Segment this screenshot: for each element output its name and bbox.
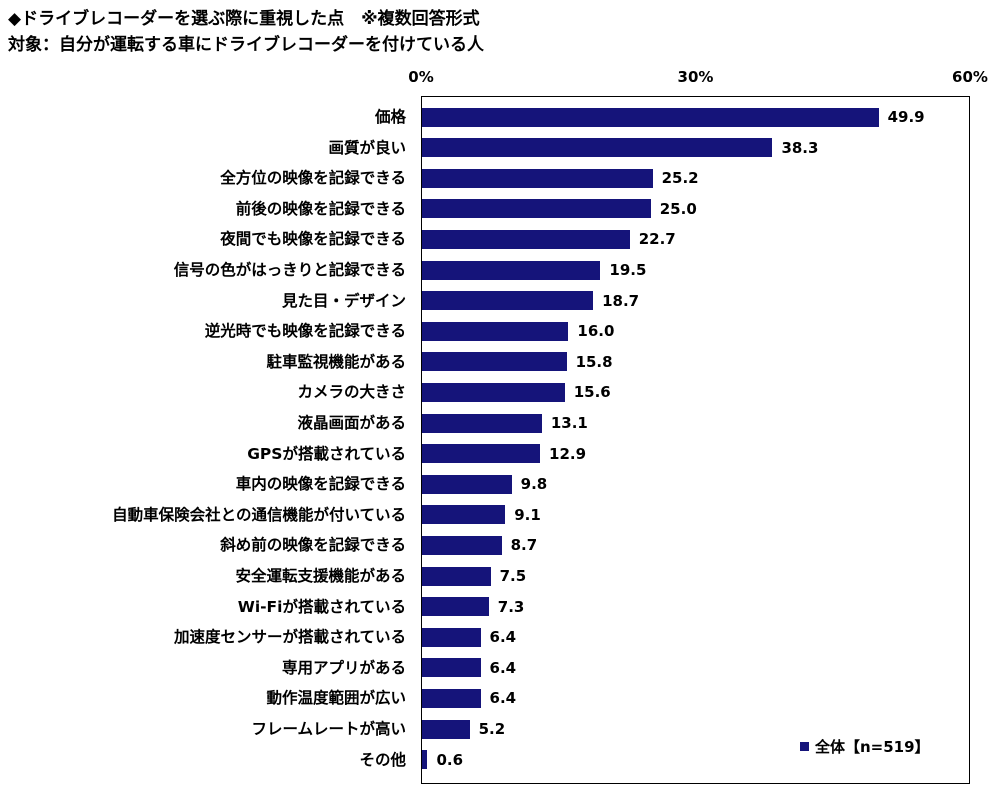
category-label: 加速度センサーが搭載されている	[173, 628, 406, 647]
bar	[422, 107, 879, 127]
legend-label: 全体【n=519】	[815, 738, 930, 756]
category-label: 動作温度範囲が広い	[266, 689, 406, 708]
value-label: 38.3	[781, 138, 819, 157]
value-label: 16.0	[577, 322, 615, 341]
bar	[422, 168, 653, 188]
value-label: 9.1	[514, 505, 541, 524]
x-tick-label: 0%	[408, 68, 434, 86]
category-label: 安全運転支援機能がある	[235, 567, 406, 585]
category-label: Wi-Fiが搭載されている	[237, 597, 406, 616]
bar	[422, 229, 630, 249]
chart-title: ◆ドライブレコーダーを選ぶ際に重視した点 ※複数回答形式	[8, 9, 480, 29]
value-label: 25.0	[659, 199, 697, 218]
category-label: 見た目・デザイン	[281, 291, 406, 310]
category-label: 専用アプリがある	[281, 658, 406, 677]
bar	[422, 260, 601, 280]
value-label: 9.8	[520, 475, 548, 494]
bar	[422, 505, 506, 525]
value-label: 15.6	[573, 383, 611, 402]
bar	[422, 352, 567, 372]
bar	[422, 658, 481, 678]
bar	[422, 688, 481, 708]
value-label: 49.9	[887, 108, 925, 126]
value-label: 13.1	[550, 414, 588, 432]
value-label: 8.7	[510, 536, 538, 555]
bar	[422, 750, 428, 770]
value-label: 22.7	[638, 230, 676, 249]
category-label: 駐車監視機能がある	[266, 352, 406, 371]
value-label: 7.5	[499, 567, 527, 585]
bar	[422, 291, 594, 311]
category-label: 画質が良い	[328, 138, 406, 157]
legend-swatch	[800, 742, 809, 751]
value-label: 7.3	[497, 597, 525, 616]
category-label: 車内の映像を記録できる	[235, 475, 406, 494]
bar	[422, 535, 502, 555]
bar	[422, 321, 569, 341]
bar	[422, 719, 470, 739]
bar	[422, 474, 512, 494]
category-label: フレームレートが高い	[251, 720, 406, 738]
value-label: 6.4	[489, 689, 517, 708]
bar	[422, 199, 651, 219]
category-label: 信号の色がはっきりと記録できる	[173, 261, 406, 279]
value-label: 6.4	[489, 628, 517, 647]
x-tick-label: 60%	[952, 68, 988, 86]
value-label: 6.4	[489, 658, 517, 677]
category-label: GPSが搭載されている	[247, 444, 406, 463]
category-label: 液晶画面がある	[297, 414, 406, 432]
category-label: 前後の映像を記録できる	[235, 199, 406, 218]
category-label: その他	[359, 750, 406, 769]
bar	[422, 413, 542, 433]
value-label: 0.6	[436, 750, 464, 769]
category-label: カメラの大きさ	[297, 383, 406, 402]
chart-subtitle: 対象：自分が運転する車にドライブレコーダーを付けている人	[8, 35, 484, 55]
x-tick-label: 30%	[677, 68, 714, 86]
bar	[422, 138, 773, 158]
value-label: 15.8	[575, 352, 613, 371]
bar	[422, 627, 481, 647]
category-label: 価格	[374, 108, 406, 126]
value-label: 19.5	[609, 261, 647, 279]
category-label: 斜め前の映像を記録できる	[220, 536, 406, 555]
category-label: 全方位の映像を記録できる	[220, 169, 406, 188]
value-label: 25.2	[661, 169, 699, 188]
bar	[422, 444, 541, 464]
bar	[422, 382, 565, 402]
value-label: 5.2	[478, 720, 506, 738]
plot-area	[421, 96, 970, 784]
legend: 全体【n=519】	[800, 736, 930, 757]
bar	[422, 597, 489, 617]
category-label: 自動車保険会社との通信機能が付いている	[112, 505, 406, 524]
value-label: 18.7	[602, 291, 640, 310]
category-label: 逆光時でも映像を記録できる	[204, 322, 406, 341]
value-label: 12.9	[549, 444, 587, 463]
bar	[422, 566, 491, 586]
category-label: 夜間でも映像を記録できる	[220, 230, 406, 249]
